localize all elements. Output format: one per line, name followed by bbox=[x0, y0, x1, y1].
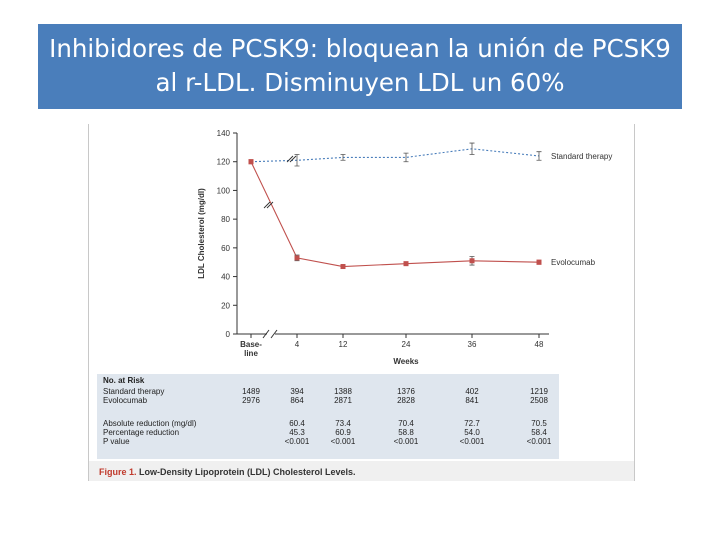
risk-cell: 1219 bbox=[530, 387, 548, 396]
y-tick-label: 40 bbox=[221, 273, 230, 282]
chart-marks bbox=[248, 142, 542, 270]
x-tick-label: 48 bbox=[535, 340, 544, 349]
ldl-chart: 0 20 40 60 80 100 120 140 LDL Cholesterol (mg/dl… bbox=[89, 129, 634, 481]
risk-cell: 1489 bbox=[242, 387, 260, 396]
x-axis-break-mark bbox=[262, 329, 278, 339]
risk-tables: No. at Risk Standard therapy 1489 394 1388 13… bbox=[97, 374, 559, 459]
series-line bbox=[250, 148, 540, 163]
risk-cell: 1388 bbox=[334, 387, 352, 396]
stats-cell: 60.4 bbox=[289, 419, 305, 428]
risk-cell: 394 bbox=[290, 387, 304, 396]
caption-figure-number: Figure 1. bbox=[99, 467, 137, 477]
stats-cell: <0.001 bbox=[394, 437, 419, 446]
error-bar bbox=[403, 152, 409, 163]
x-tick-label: 24 bbox=[402, 340, 411, 349]
data-point-evolocumab bbox=[340, 264, 346, 270]
slide-title-bar: Inhibidores de PCSK9: bloquean la unión … bbox=[38, 24, 682, 109]
y-axis-title: LDL Cholesterol (mg/dl) bbox=[197, 188, 206, 279]
legend-marker bbox=[536, 259, 542, 265]
line-break-mark-evolocumab bbox=[263, 201, 274, 209]
slide-title: Inhibidores de PCSK9: bloquean la unión … bbox=[49, 34, 671, 97]
error-bar bbox=[536, 151, 542, 161]
stats-cell: 54.0 bbox=[464, 428, 480, 437]
caption-title: Low-Density Lipoprotein (LDL) Cholestero… bbox=[137, 467, 356, 477]
risk-cell: 864 bbox=[290, 396, 304, 405]
error-bar bbox=[469, 142, 475, 155]
data-point-evolocumab bbox=[294, 255, 300, 261]
stats-cell: <0.001 bbox=[460, 437, 485, 446]
stats-cell: 45.3 bbox=[289, 428, 305, 437]
risk-row-label: Evolocumab bbox=[103, 396, 148, 405]
risk-row-label: Standard therapy bbox=[103, 387, 164, 396]
x-tick-label-baseline-2: line bbox=[244, 349, 258, 358]
legend-label: Evolocumab bbox=[551, 258, 596, 267]
legend-label: Standard therapy bbox=[551, 152, 612, 161]
risk-table-header: No. at Risk bbox=[103, 376, 145, 385]
y-tick-label: 140 bbox=[217, 129, 231, 138]
series-line bbox=[250, 161, 540, 268]
figure-caption: Figure 1. Low-Density Lipoprotein (LDL) … bbox=[89, 461, 634, 481]
risk-cell: 1376 bbox=[397, 387, 415, 396]
x-axis-title: Weeks bbox=[393, 357, 419, 366]
y-tick-label: 80 bbox=[221, 215, 230, 224]
data-point-evolocumab bbox=[469, 258, 475, 264]
x-tick-label-baseline: Base- bbox=[240, 340, 262, 349]
caption-background bbox=[89, 461, 634, 481]
figure-panel: 0 20 40 60 80 100 120 140 LDL Cholesterol (mg/dl… bbox=[88, 124, 635, 481]
line-break-mark-standard bbox=[286, 155, 297, 163]
chart-legend: Standard therapy Evolocumab bbox=[536, 152, 612, 267]
stats-cell: 58.8 bbox=[398, 428, 414, 437]
x-tick-label: 4 bbox=[295, 340, 300, 349]
risk-cell: 841 bbox=[465, 396, 479, 405]
y-tick-label: 0 bbox=[226, 330, 231, 339]
error-bar bbox=[340, 154, 346, 161]
risk-cell: 402 bbox=[465, 387, 479, 396]
risk-table-background bbox=[97, 374, 559, 459]
y-tick-label: 100 bbox=[217, 186, 231, 195]
stats-cell: 60.9 bbox=[335, 428, 351, 437]
risk-cell: 2976 bbox=[242, 396, 260, 405]
risk-cell: 2508 bbox=[530, 396, 548, 405]
chart-axes: 0 20 40 60 80 100 120 140 LDL Cholesterol (mg/dl… bbox=[197, 129, 549, 366]
risk-cell: 2871 bbox=[334, 396, 352, 405]
y-tick-label: 20 bbox=[221, 301, 230, 310]
stats-cell: 70.4 bbox=[398, 419, 414, 428]
stats-cell: 72.7 bbox=[464, 419, 480, 428]
data-point-evolocumab bbox=[248, 159, 254, 165]
error-bar bbox=[294, 154, 300, 167]
stats-cell: <0.001 bbox=[285, 437, 310, 446]
stats-cell: 70.5 bbox=[531, 419, 547, 428]
stats-row-label: Percentage reduction bbox=[103, 428, 179, 437]
stats-cell: 73.4 bbox=[335, 419, 351, 428]
caption-text: Figure 1. Low-Density Lipoprotein (LDL) … bbox=[99, 467, 356, 477]
x-tick-label: 36 bbox=[468, 340, 477, 349]
stats-cell: <0.001 bbox=[527, 437, 552, 446]
x-tick-label: 12 bbox=[339, 340, 348, 349]
data-point-evolocumab bbox=[403, 261, 409, 267]
y-tick-label: 120 bbox=[217, 158, 231, 167]
stats-row-label: P value bbox=[103, 437, 130, 446]
stats-cell: 58.4 bbox=[531, 428, 547, 437]
risk-cell: 2828 bbox=[397, 396, 415, 405]
y-tick-label: 60 bbox=[221, 244, 230, 253]
stats-row-label: Absolute reduction (mg/dl) bbox=[103, 419, 197, 428]
stats-cell: <0.001 bbox=[331, 437, 356, 446]
